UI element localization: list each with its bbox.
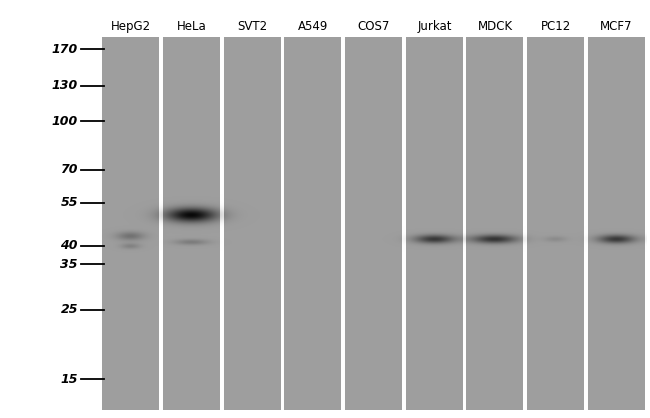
Text: PC12: PC12 — [541, 20, 571, 33]
Text: MDCK: MDCK — [478, 20, 513, 33]
Text: HeLa: HeLa — [177, 20, 207, 33]
Text: 55: 55 — [60, 196, 78, 209]
Text: 170: 170 — [52, 43, 78, 56]
Text: 15: 15 — [60, 373, 78, 386]
Text: Jurkat: Jurkat — [417, 20, 452, 33]
Text: A549: A549 — [298, 20, 328, 33]
Text: SVT2: SVT2 — [237, 20, 268, 33]
Text: 100: 100 — [52, 115, 78, 128]
Text: 130: 130 — [52, 79, 78, 92]
Text: COS7: COS7 — [358, 20, 390, 33]
Text: 25: 25 — [60, 303, 78, 316]
Text: 35: 35 — [60, 257, 78, 270]
Text: MCF7: MCF7 — [600, 20, 632, 33]
Text: 70: 70 — [60, 163, 78, 176]
Text: HepG2: HepG2 — [111, 20, 151, 33]
Text: 40: 40 — [60, 240, 78, 252]
